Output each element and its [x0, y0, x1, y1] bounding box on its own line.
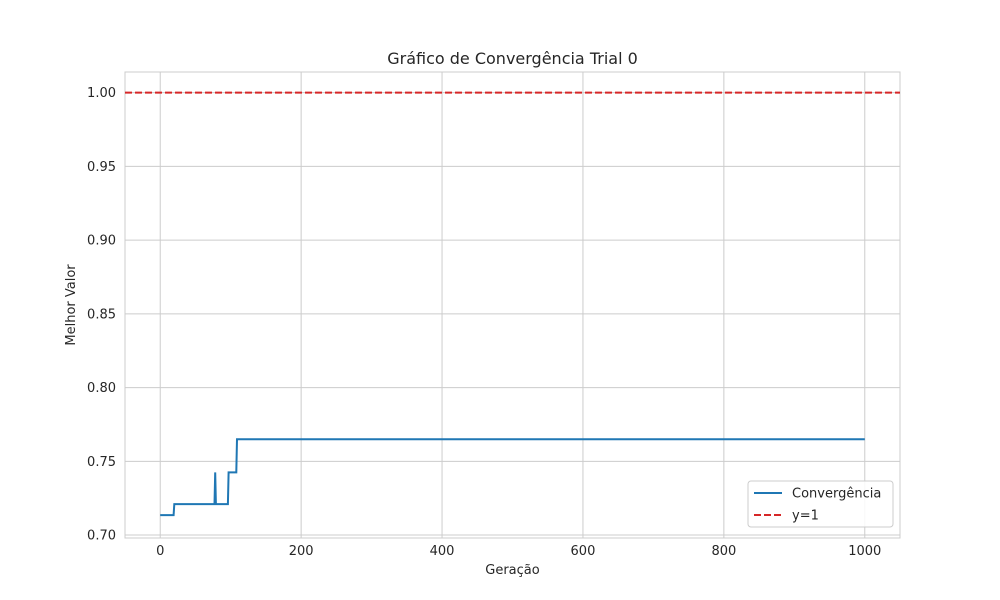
y-tick-label: 0.95 — [87, 160, 116, 175]
y-tick-label: 1.00 — [87, 86, 116, 101]
legend-label-convergencia: Convergência — [792, 487, 881, 502]
series-line-convergencia — [160, 438, 865, 517]
plot-area — [124, 71, 901, 539]
y-tick-label: 0.85 — [87, 307, 116, 322]
series-layer — [125, 91, 900, 517]
tick-labels: 0 200 400 600 800 1000 0.70 0.75 0.80 0.85 0.90 0.9… — [87, 86, 881, 559]
x-axis-label: Geração — [485, 563, 539, 578]
legend-label-y1: y=1 — [792, 509, 819, 524]
legend: Convergência y=1 — [747, 480, 894, 528]
x-tick-label: 800 — [711, 544, 736, 559]
x-tick-label: 400 — [430, 544, 455, 559]
y-tick-label: 0.80 — [87, 381, 116, 396]
x-tick-label: 200 — [289, 544, 314, 559]
x-tick-label: 1000 — [848, 544, 881, 559]
x-tick-label: 0 — [156, 544, 164, 559]
y-axis-label: Melhor Valor — [64, 264, 79, 346]
y-tick-label: 0.70 — [87, 529, 116, 544]
grid — [125, 72, 900, 538]
y-tick-label: 0.75 — [87, 455, 116, 470]
y-tick-label: 0.90 — [87, 234, 116, 249]
chart-title: Gráfico de Convergência Trial 0 — [387, 49, 638, 68]
legend-box — [747, 480, 894, 528]
x-tick-label: 600 — [571, 544, 596, 559]
